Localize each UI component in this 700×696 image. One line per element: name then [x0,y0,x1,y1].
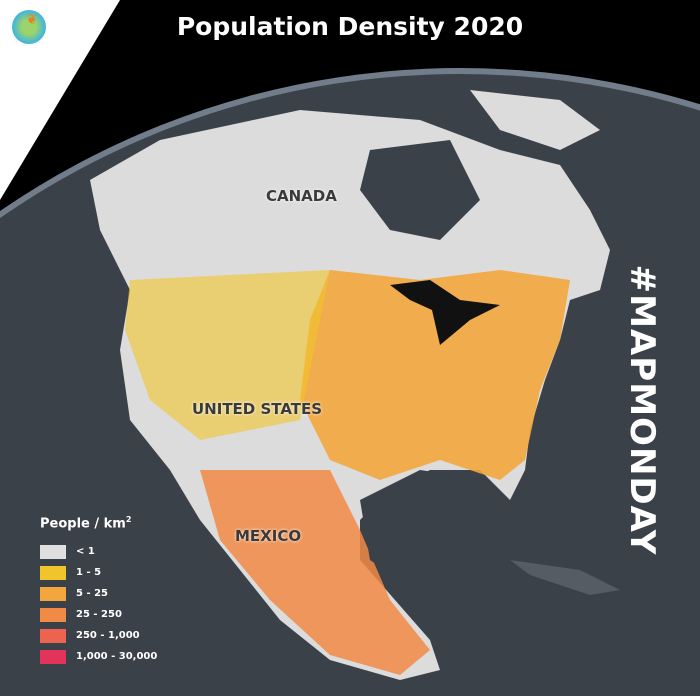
legend-label: < 1 [76,546,95,558]
legend-label: 1,000 - 30,000 [76,651,158,663]
legend-swatch [40,586,66,601]
legend-title-sup: 2 [125,515,132,524]
legend-title: People / km2 [40,515,157,531]
legend-item: < 1 [40,541,157,562]
great-lakes [390,280,500,345]
gulf-of-mexico [360,470,500,580]
greenland [470,90,600,150]
legend-swatch [40,544,66,559]
cuba [510,560,620,595]
legend-item: 5 - 25 [40,583,157,604]
hudson-bay [360,140,480,240]
legend-item: 1,000 - 30,000 [40,646,157,667]
logo: ❦ [12,10,46,44]
label-mexico: MEXICO [235,527,302,545]
populated-east [300,270,570,480]
label-canada: CANADA [266,187,337,205]
page-corner [0,0,120,200]
populated-mexico [200,470,430,675]
legend-swatch [40,607,66,622]
hashtag: #MAPMONDAY [612,265,672,556]
hashtag-text: #MAPMONDAY [622,264,662,556]
legend-title-text: People / km [40,516,126,532]
legend-swatch [40,628,66,643]
legend-swatch [40,649,66,664]
legend: People / km2 < 1 1 - 5 5 - 25 25 - 250 250 -… [40,515,157,667]
butterfly-icon: ❦ [26,12,38,28]
legend-label: 5 - 25 [76,588,108,600]
legend-item: 25 - 250 [40,604,157,625]
label-united-states: UNITED STATES [192,400,323,418]
legend-swatch [40,565,66,580]
legend-item: 1 - 5 [40,562,157,583]
legend-label: 250 - 1,000 [76,630,140,642]
legend-label: 25 - 250 [76,609,122,621]
map-title: Population Density 2020 [176,12,524,41]
legend-label: 1 - 5 [76,567,102,579]
populated-west [125,270,330,440]
legend-item: 250 - 1,000 [40,625,157,646]
